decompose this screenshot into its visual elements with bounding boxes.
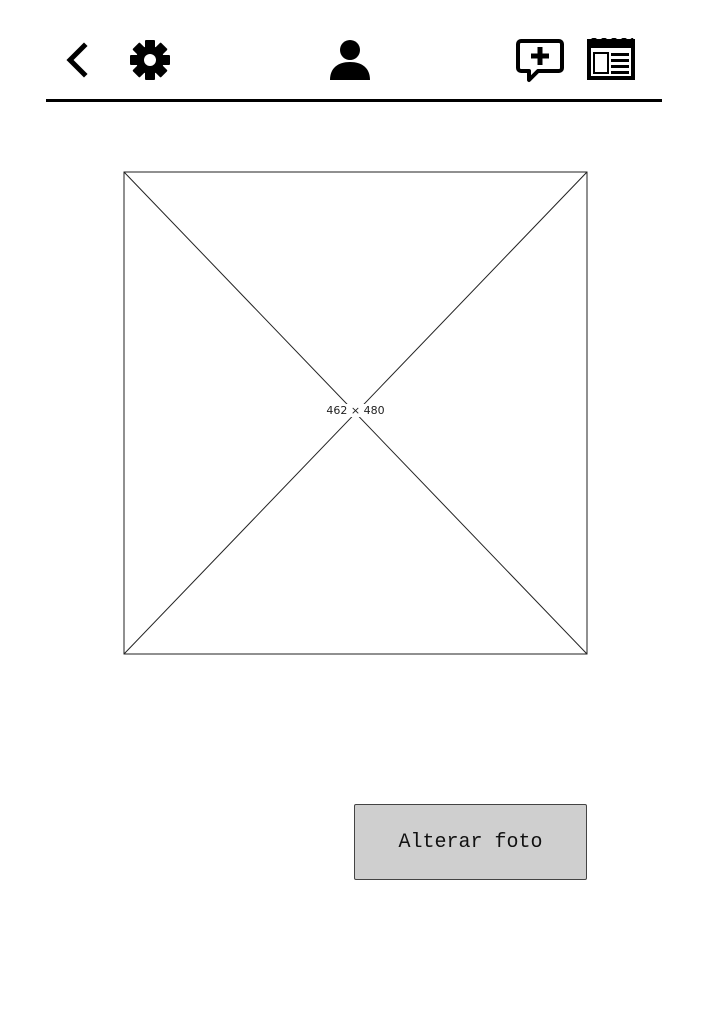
user-icon[interactable] bbox=[328, 38, 372, 82]
header-divider bbox=[46, 99, 662, 102]
gear-icon[interactable] bbox=[128, 38, 172, 82]
newspaper-icon[interactable] bbox=[586, 38, 636, 80]
profile-photo-placeholder: 462 × 480 bbox=[123, 171, 588, 655]
chevron-left-icon[interactable] bbox=[60, 40, 92, 80]
change-photo-button[interactable]: Alterar foto bbox=[354, 804, 587, 880]
placeholder-dimensions-label: 462 × 480 bbox=[123, 404, 588, 418]
chat-plus-icon[interactable] bbox=[516, 38, 564, 84]
placeholder-dimensions-text: 462 × 480 bbox=[325, 404, 386, 417]
